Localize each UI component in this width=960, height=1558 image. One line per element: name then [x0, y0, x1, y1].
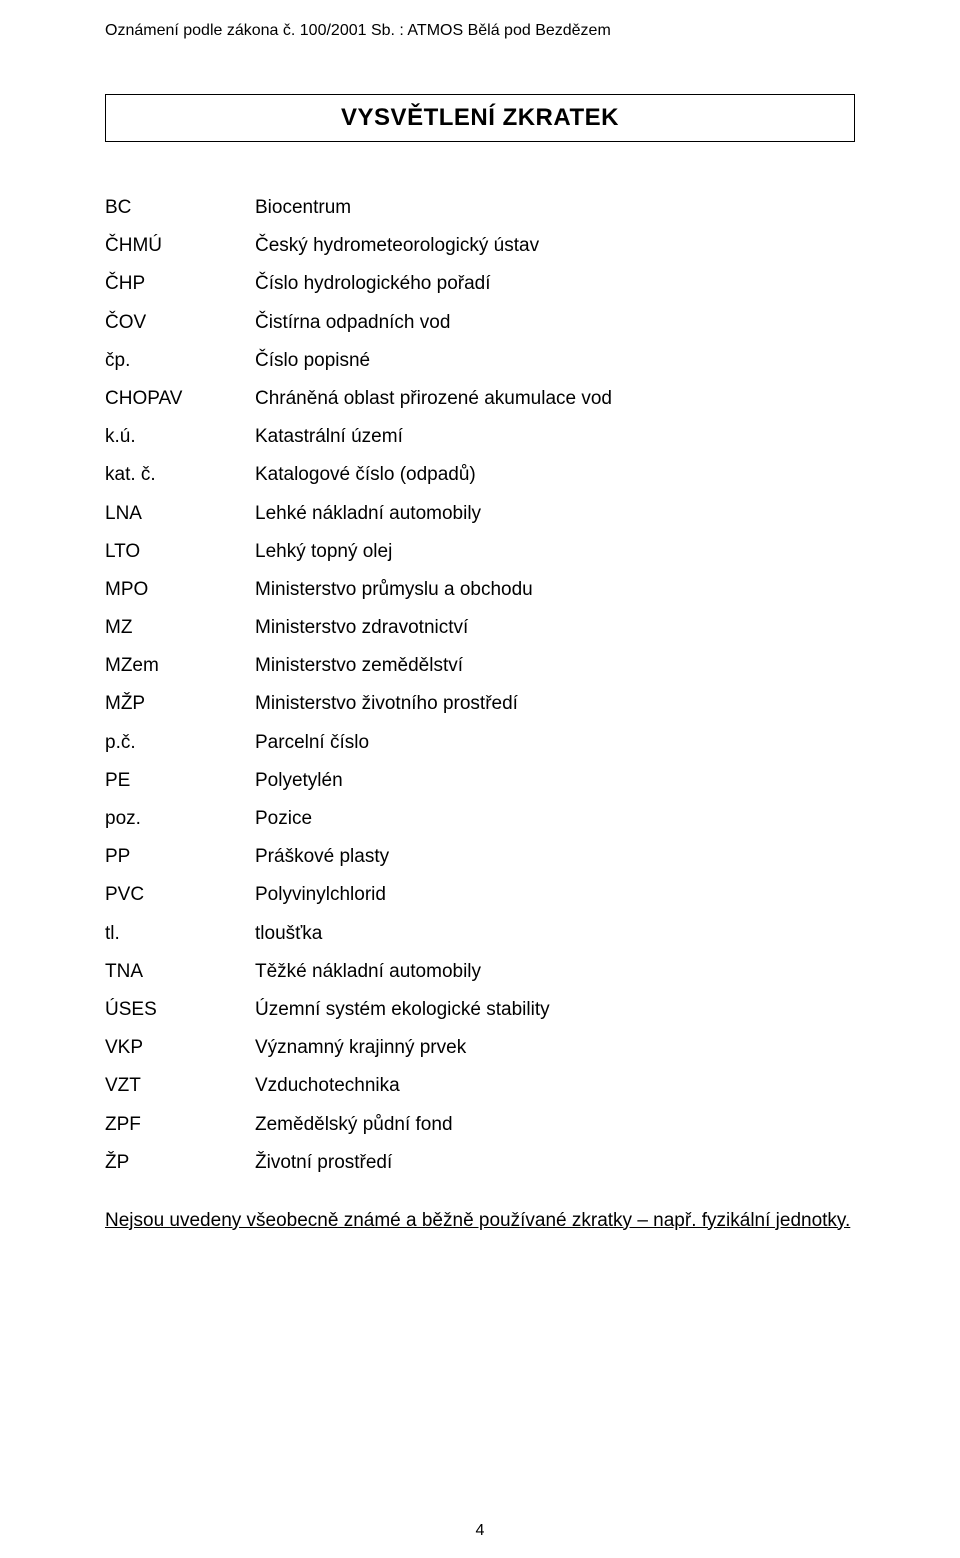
abbr-definition: Český hydrometeorologický ústav — [255, 236, 855, 255]
abbr-definition: Územní systém ekologické stability — [255, 1000, 855, 1019]
abbr-term: ÚSES — [105, 1000, 255, 1019]
abbr-definition: Těžké nákladní automobily — [255, 962, 855, 981]
abbr-definition: Číslo hydrologického pořadí — [255, 274, 855, 293]
abbr-term: CHOPAV — [105, 389, 255, 408]
abbr-row: MZemMinisterstvo zemědělství — [105, 656, 855, 675]
abbr-definition: Práškové plasty — [255, 847, 855, 866]
abbr-definition: Polyetylén — [255, 771, 855, 790]
abbr-term: MPO — [105, 580, 255, 599]
abbr-row: ZPFZemědělský půdní fond — [105, 1115, 855, 1134]
abbr-row: ŽPŽivotní prostředí — [105, 1153, 855, 1172]
abbr-term: MŽP — [105, 694, 255, 713]
abbr-definition: Polyvinylchlorid — [255, 885, 855, 904]
abbr-term: LTO — [105, 542, 255, 561]
abbr-row: TNATěžké nákladní automobily — [105, 962, 855, 981]
abbr-definition: Vzduchotechnika — [255, 1076, 855, 1095]
document-page: Oznámení podle zákona č. 100/2001 Sb. : … — [0, 0, 960, 1558]
abbr-row: ČHMÚČeský hydrometeorologický ústav — [105, 236, 855, 255]
abbr-row: VZTVzduchotechnika — [105, 1076, 855, 1095]
abbreviation-list: BCBiocentrumČHMÚČeský hydrometeorologick… — [105, 198, 855, 1172]
abbr-row: MZMinisterstvo zdravotnictví — [105, 618, 855, 637]
abbr-term: MZem — [105, 656, 255, 675]
abbr-definition: Pozice — [255, 809, 855, 828]
abbr-definition: Ministerstvo zdravotnictví — [255, 618, 855, 637]
abbr-term: p.č. — [105, 733, 255, 752]
abbr-term: BC — [105, 198, 255, 217]
abbr-term: PVC — [105, 885, 255, 904]
abbr-term: LNA — [105, 504, 255, 523]
abbr-term: poz. — [105, 809, 255, 828]
abbr-definition: Ministerstvo průmyslu a obchodu — [255, 580, 855, 599]
abbr-term: MZ — [105, 618, 255, 637]
running-head: Oznámení podle zákona č. 100/2001 Sb. : … — [105, 22, 855, 40]
abbr-term: ŽP — [105, 1153, 255, 1172]
abbr-row: PVCPolyvinylchlorid — [105, 885, 855, 904]
abbr-definition: Významný krajinný prvek — [255, 1038, 855, 1057]
abbr-row: BCBiocentrum — [105, 198, 855, 217]
abbr-row: tl.tloušťka — [105, 924, 855, 943]
abbr-term: TNA — [105, 962, 255, 981]
abbr-definition: Parcelní číslo — [255, 733, 855, 752]
abbr-term: ČOV — [105, 313, 255, 332]
abbr-row: čp.Číslo popisné — [105, 351, 855, 370]
page-number: 4 — [0, 1522, 960, 1540]
abbr-term: kat. č. — [105, 465, 255, 484]
abbr-definition: Katastrální území — [255, 427, 855, 446]
abbr-term: PP — [105, 847, 255, 866]
abbr-term: ČHP — [105, 274, 255, 293]
abbr-term: VZT — [105, 1076, 255, 1095]
abbr-definition: tloušťka — [255, 924, 855, 943]
abbr-definition: Číslo popisné — [255, 351, 855, 370]
abbr-row: LNALehké nákladní automobily — [105, 504, 855, 523]
page-title: VYSVĚTLENÍ ZKRATEK — [120, 104, 840, 132]
abbr-row: ČHPČíslo hydrologického pořadí — [105, 274, 855, 293]
abbr-row: k.ú.Katastrální území — [105, 427, 855, 446]
abbr-row: ÚSESÚzemní systém ekologické stability — [105, 1000, 855, 1019]
abbr-term: PE — [105, 771, 255, 790]
abbr-term: čp. — [105, 351, 255, 370]
abbr-row: VKPVýznamný krajinný prvek — [105, 1038, 855, 1057]
abbr-row: MPOMinisterstvo průmyslu a obchodu — [105, 580, 855, 599]
abbr-definition: Čistírna odpadních vod — [255, 313, 855, 332]
abbr-row: PEPolyetylén — [105, 771, 855, 790]
abbr-definition: Zemědělský půdní fond — [255, 1115, 855, 1134]
title-box: VYSVĚTLENÍ ZKRATEK — [105, 94, 855, 142]
abbr-definition: Ministerstvo životního prostředí — [255, 694, 855, 713]
abbr-definition: Chráněná oblast přirozené akumulace vod — [255, 389, 855, 408]
abbr-term: k.ú. — [105, 427, 255, 446]
abbr-definition: Katalogové číslo (odpadů) — [255, 465, 855, 484]
abbr-row: PPPráškové plasty — [105, 847, 855, 866]
abbr-row: LTOLehký topný olej — [105, 542, 855, 561]
abbr-row: p.č.Parcelní číslo — [105, 733, 855, 752]
abbr-row: poz.Pozice — [105, 809, 855, 828]
footnote: Nejsou uvedeny všeobecně známé a běžně p… — [105, 1210, 855, 1232]
abbr-definition: Životní prostředí — [255, 1153, 855, 1172]
abbr-definition: Ministerstvo zemědělství — [255, 656, 855, 675]
abbr-row: ČOVČistírna odpadních vod — [105, 313, 855, 332]
abbr-definition: Lehké nákladní automobily — [255, 504, 855, 523]
abbr-term: ČHMÚ — [105, 236, 255, 255]
abbr-definition: Lehký topný olej — [255, 542, 855, 561]
abbr-row: kat. č.Katalogové číslo (odpadů) — [105, 465, 855, 484]
abbr-term: ZPF — [105, 1115, 255, 1134]
abbr-row: CHOPAVChráněná oblast přirozené akumulac… — [105, 389, 855, 408]
abbr-term: VKP — [105, 1038, 255, 1057]
abbr-term: tl. — [105, 924, 255, 943]
abbr-definition: Biocentrum — [255, 198, 855, 217]
abbr-row: MŽPMinisterstvo životního prostředí — [105, 694, 855, 713]
